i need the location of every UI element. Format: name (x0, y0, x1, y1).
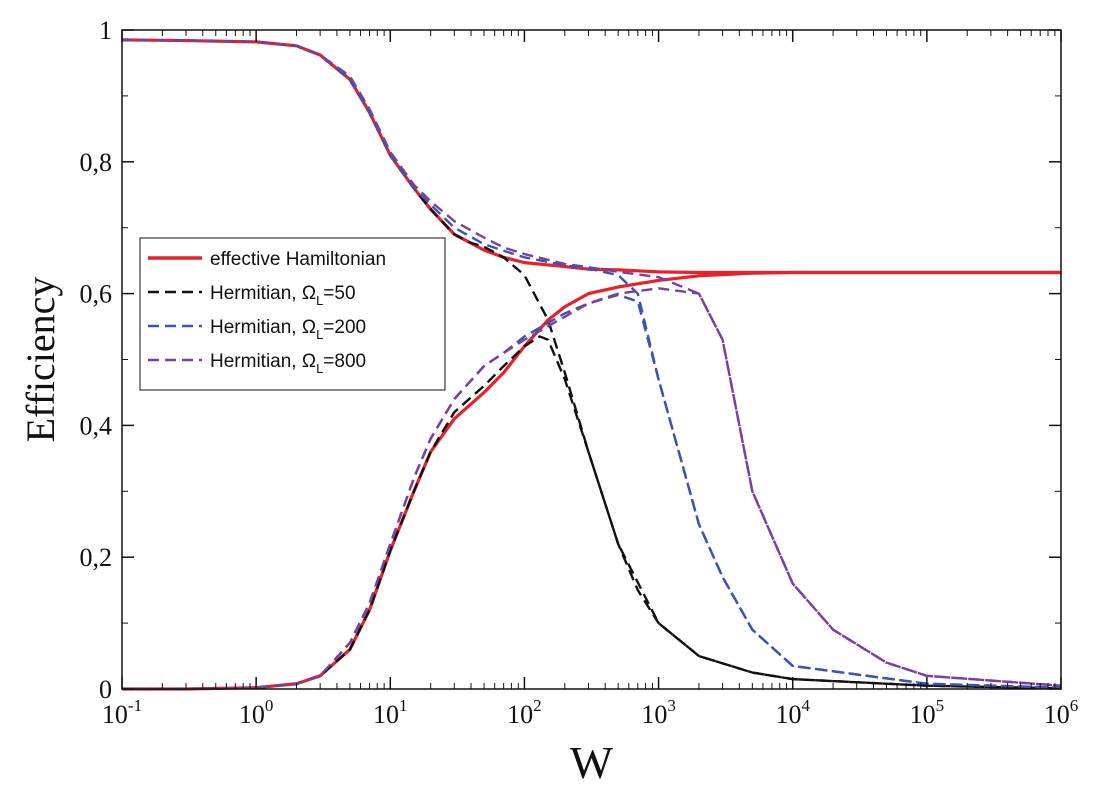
x-tick-label: 100 (239, 696, 274, 729)
y-tick-label: 0,8 (80, 148, 113, 177)
x-tick-label: 103 (641, 696, 676, 729)
y-tick-label: 0,6 (80, 280, 113, 309)
series-layer (121, 38, 1062, 691)
x-tick-label: 105 (910, 696, 945, 729)
legend-label: Hermitian, ΩL=200 (210, 317, 366, 342)
legend-label: effective Hamiltonian (210, 249, 386, 270)
ticks-layer: 10-1 100 101 102 103 104 105 106 0 0,2 0,4 0,6 0,8 1 (80, 16, 1079, 729)
series-line-7 (121, 38, 1062, 687)
y-tick-label: 0,4 (80, 411, 113, 440)
legend-label: Hermitian, ΩL=50 (210, 283, 356, 308)
x-tick-label: 102 (507, 696, 542, 729)
legend: effective Hamiltonian Hermitian, ΩL=50 Her… (139, 237, 446, 391)
series-line-5 (121, 38, 1062, 689)
y-tick-label: 1 (99, 16, 112, 45)
legend-box (139, 237, 446, 391)
series-line-6 (122, 287, 1062, 691)
legend-label: Hermitian, ΩL=800 (210, 351, 366, 376)
y-tick-label: 0,2 (80, 543, 113, 572)
x-tick-label: 101 (373, 696, 408, 729)
y-axis-title: Efficiency (18, 277, 63, 443)
y-tick-label: 0 (99, 675, 112, 704)
x-axis-title: W (570, 737, 614, 788)
x-tick-label: 10-1 (102, 696, 142, 729)
x-tick-label: 104 (775, 696, 810, 729)
x-tick-label: 106 (1044, 696, 1079, 729)
